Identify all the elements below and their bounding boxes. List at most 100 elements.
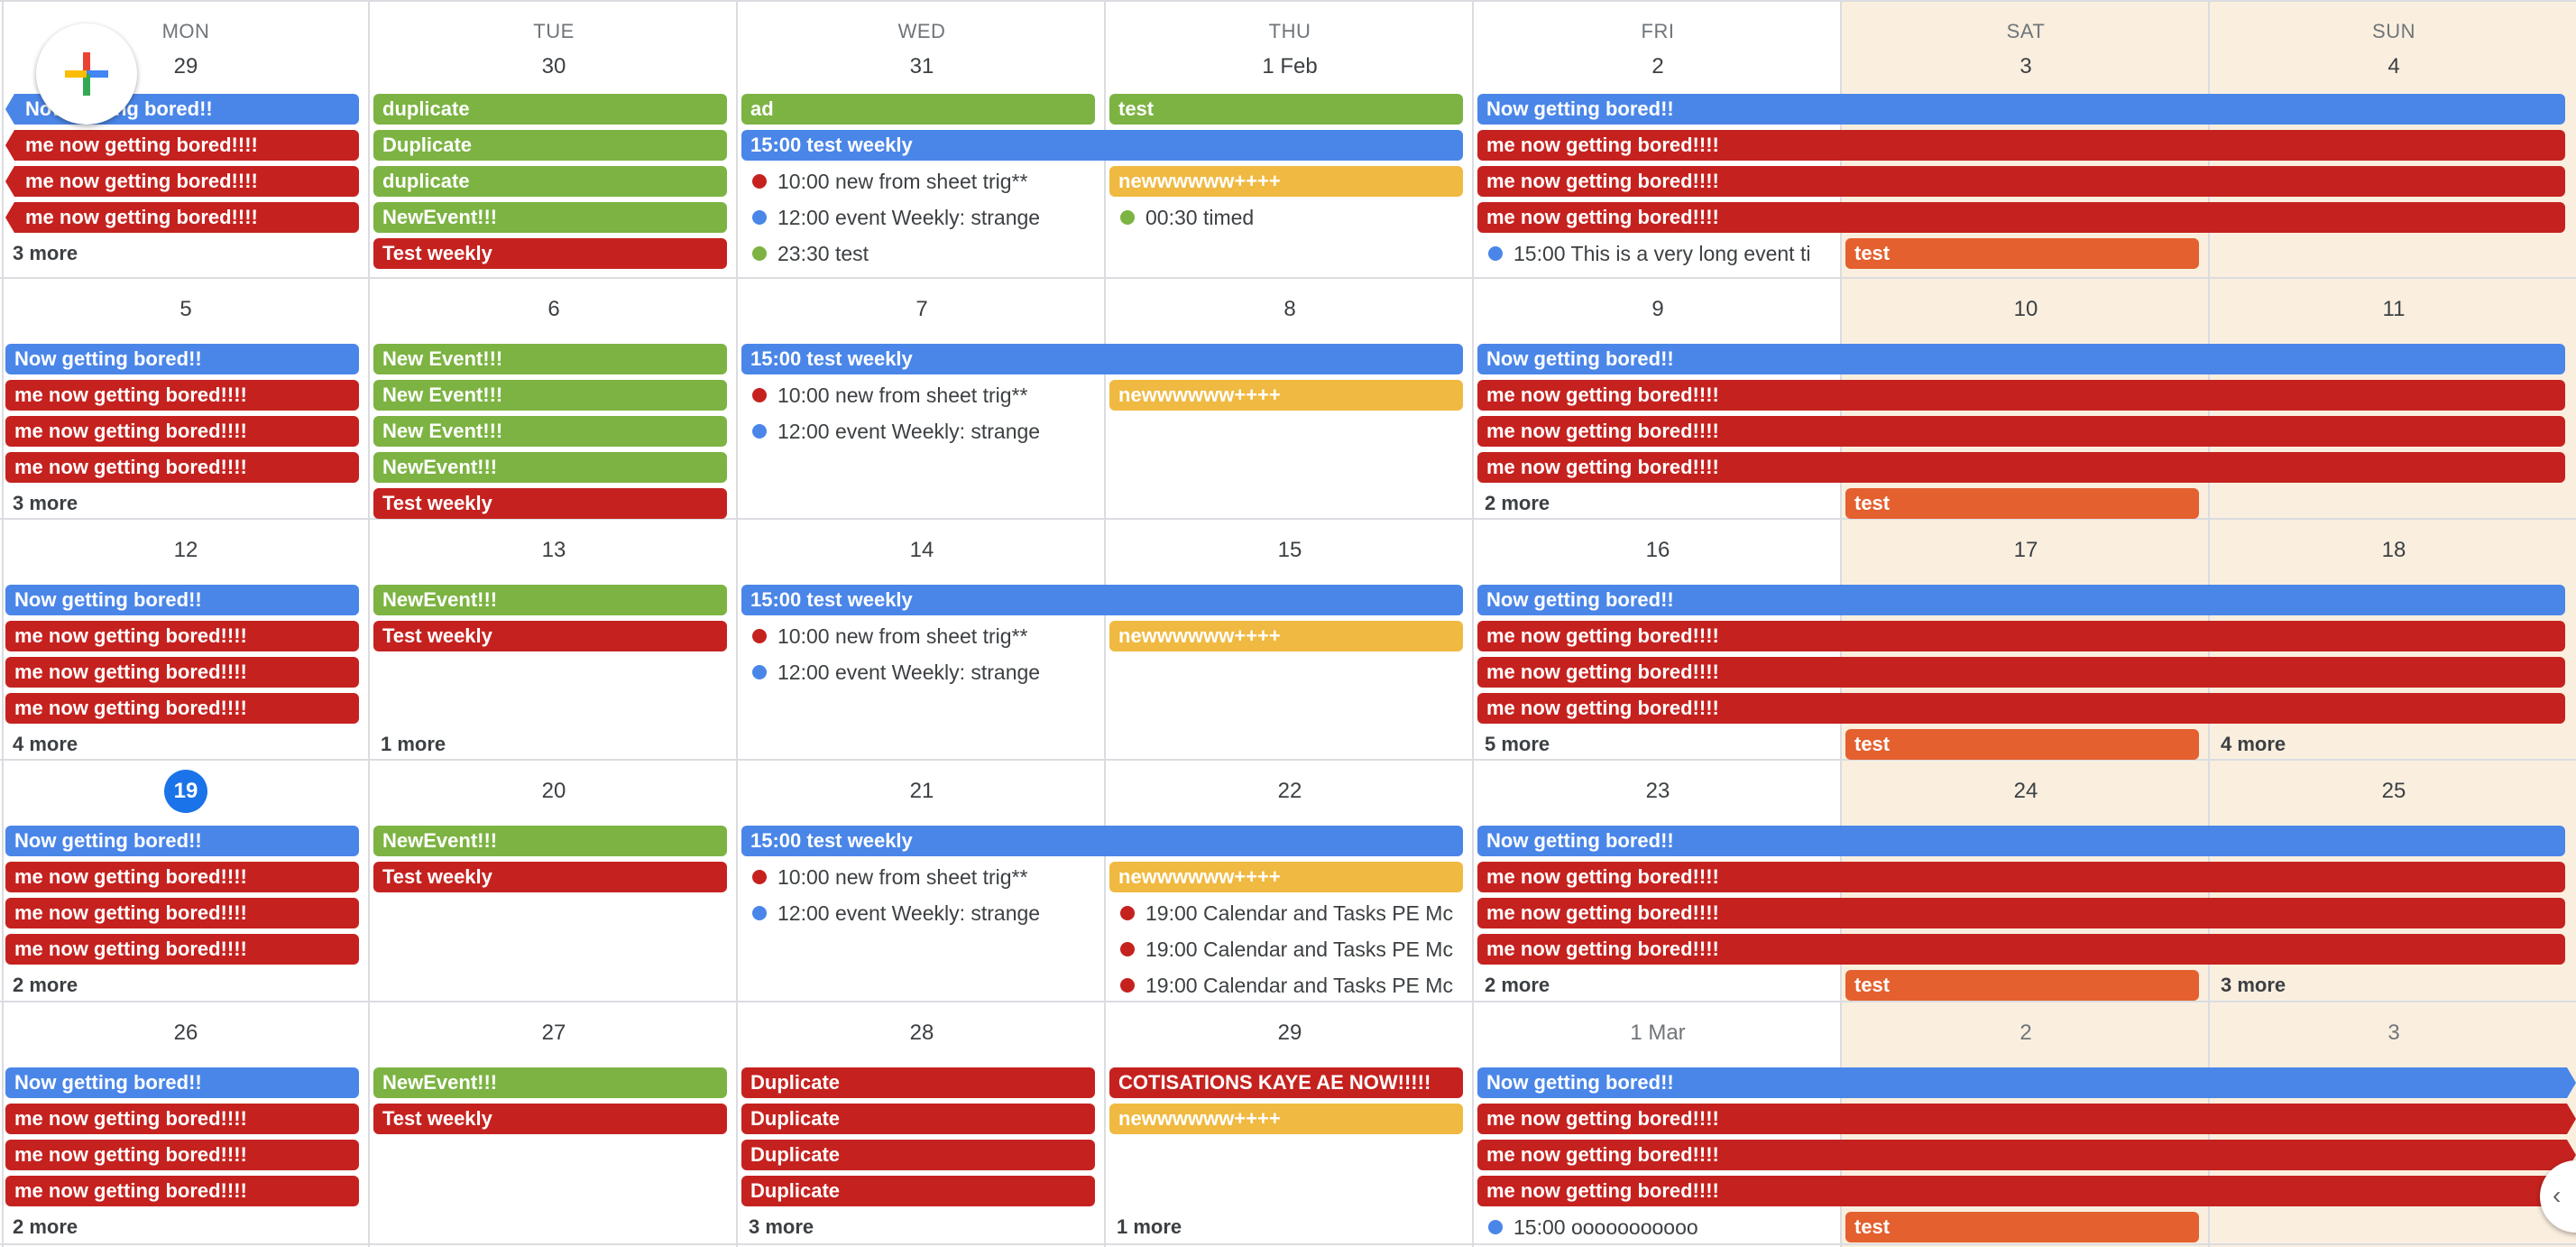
event-chip[interactable]: me now getting bored!!!! (5, 1176, 359, 1206)
event-chip[interactable]: me now getting bored!!!! (5, 621, 359, 651)
event-chip[interactable]: newwwwww++++ (1109, 862, 1463, 892)
event-chip[interactable]: me now getting bored!!!! (1477, 621, 2565, 651)
date-label[interactable]: 16 (1645, 538, 1670, 562)
event-chip[interactable]: Now getting bored!! (5, 344, 359, 374)
event-chip[interactable]: me now getting bored!!!! (1477, 130, 2565, 161)
event-chip[interactable]: me now getting bored!!!! (5, 693, 359, 724)
event-chip[interactable]: New Event!!! (373, 380, 727, 411)
date-label[interactable]: 18 (2381, 538, 2406, 562)
event-chip[interactable]: Test weekly (373, 621, 727, 651)
event-chip[interactable]: NewEvent!!! (373, 585, 727, 615)
event-chip[interactable]: Now getting bored!! (1477, 1067, 2576, 1098)
timed-event[interactable]: 10:00 new from sheet trig** (741, 621, 1095, 651)
event-chip[interactable]: Duplicate (741, 1176, 1095, 1206)
date-label[interactable]: 25 (2381, 779, 2406, 803)
date-label[interactable]: 21 (909, 779, 934, 803)
timed-event[interactable]: 19:00 Calendar and Tasks PE Mc (1109, 898, 1463, 928)
date-label[interactable]: 24 (2013, 779, 2038, 803)
date-label[interactable]: 9 (1651, 297, 1664, 321)
event-chip[interactable]: me now getting bored!!!! (5, 1104, 359, 1134)
event-chip[interactable]: me now getting bored!!!! (1477, 416, 2565, 447)
date-label[interactable]: 29 (173, 54, 198, 79)
event-chip[interactable]: me now getting bored!!!! (1477, 934, 2565, 965)
more-events-link[interactable]: 1 more (381, 733, 446, 755)
timed-event[interactable]: 12:00 event Weekly: strange (741, 202, 1095, 233)
timed-event[interactable]: 00:30 timed (1109, 202, 1463, 233)
event-chip[interactable]: me now getting bored!!!! (1477, 380, 2565, 411)
event-chip[interactable]: me now getting bored!!!! (1477, 898, 2565, 928)
event-chip[interactable]: 15:00 test weekly (741, 585, 1463, 615)
date-label[interactable]: 30 (541, 54, 566, 79)
event-chip[interactable]: me now getting bored!!!! (1477, 1176, 2576, 1206)
event-chip[interactable]: newwwwww++++ (1109, 166, 1463, 197)
timed-event[interactable]: 10:00 new from sheet trig** (741, 380, 1095, 411)
more-events-link[interactable]: 1 more (1117, 1215, 1182, 1238)
event-chip[interactable]: Test weekly (373, 1104, 727, 1134)
date-label[interactable]: 28 (909, 1021, 934, 1045)
event-chip[interactable]: Now getting bored!! (1477, 585, 2565, 615)
event-chip[interactable]: me now getting bored!!!! (1477, 1140, 2576, 1170)
date-label[interactable]: 31 (909, 54, 934, 79)
event-chip[interactable]: NewEvent!!! (373, 1067, 727, 1098)
event-chip[interactable]: test (1845, 729, 2199, 760)
event-chip[interactable]: me now getting bored!!!! (1477, 693, 2565, 724)
date-label[interactable]: 12 (173, 538, 198, 562)
more-events-link[interactable]: 2 more (13, 974, 78, 996)
date-label[interactable]: 27 (541, 1021, 566, 1045)
timed-event[interactable]: 10:00 new from sheet trig** (741, 166, 1095, 197)
event-chip[interactable]: me now getting bored!!!! (5, 1140, 359, 1170)
more-events-link[interactable]: 3 more (13, 242, 78, 264)
event-chip[interactable]: me now getting bored!!!! (5, 202, 359, 233)
event-chip[interactable]: Now getting bored!! (5, 585, 359, 615)
more-events-link[interactable]: 2 more (1485, 492, 1550, 514)
date-label[interactable]: 19 (173, 779, 198, 803)
event-chip[interactable]: Duplicate (741, 1067, 1095, 1098)
event-chip[interactable]: me now getting bored!!!! (1477, 657, 2565, 688)
more-events-link[interactable]: 4 more (13, 733, 78, 755)
event-chip[interactable]: me now getting bored!!!! (1477, 1104, 2576, 1134)
event-chip[interactable]: Now getting bored!! (1477, 344, 2565, 374)
event-chip[interactable]: me now getting bored!!!! (1477, 166, 2565, 197)
event-chip[interactable]: Duplicate (741, 1140, 1095, 1170)
timed-event[interactable]: 19:00 Calendar and Tasks PE Mc (1109, 934, 1463, 965)
event-chip[interactable]: Now getting bored!! (5, 1067, 359, 1098)
event-chip[interactable]: Test weekly (373, 488, 727, 519)
timed-event[interactable]: 12:00 event Weekly: strange (741, 657, 1095, 688)
event-chip[interactable]: duplicate (373, 94, 727, 125)
event-chip[interactable]: 15:00 test weekly (741, 130, 1463, 161)
event-chip[interactable]: Test weekly (373, 862, 727, 892)
date-label[interactable]: 29 (1277, 1021, 1302, 1045)
timed-event[interactable]: 23:30 test (741, 238, 1095, 269)
event-chip[interactable]: me now getting bored!!!! (1477, 862, 2565, 892)
event-chip[interactable]: me now getting bored!!!! (1477, 202, 2565, 233)
event-chip[interactable]: test (1845, 488, 2199, 519)
date-label[interactable]: 14 (909, 538, 934, 562)
date-label[interactable]: 7 (915, 297, 928, 321)
date-label[interactable]: 15 (1277, 538, 1302, 562)
event-chip[interactable]: NewEvent!!! (373, 202, 727, 233)
event-chip[interactable]: Duplicate (373, 130, 727, 161)
more-events-link[interactable]: 2 more (13, 1215, 78, 1238)
event-chip[interactable]: me now getting bored!!!! (5, 657, 359, 688)
event-chip[interactable]: Now getting bored!! (1477, 94, 2565, 125)
date-label[interactable]: 23 (1645, 779, 1670, 803)
date-label[interactable]: 22 (1277, 779, 1302, 803)
event-chip[interactable]: COTISATIONS KAYE AE NOW!!!!! (1109, 1067, 1463, 1098)
event-chip[interactable]: test (1845, 970, 2199, 1001)
event-chip[interactable]: duplicate (373, 166, 727, 197)
event-chip[interactable]: me now getting bored!!!! (1477, 452, 2565, 483)
date-label[interactable]: 6 (547, 297, 560, 321)
date-label[interactable]: 13 (541, 538, 566, 562)
event-chip[interactable]: newwwwww++++ (1109, 1104, 1463, 1134)
event-chip[interactable]: me now getting bored!!!! (5, 452, 359, 483)
event-chip[interactable]: test (1109, 94, 1463, 125)
event-chip[interactable]: test (1845, 238, 2199, 269)
event-chip[interactable]: test (1845, 1212, 2199, 1242)
event-chip[interactable]: NewEvent!!! (373, 452, 727, 483)
date-label[interactable]: 8 (1283, 297, 1296, 321)
event-chip[interactable]: me now getting bored!!!! (5, 416, 359, 447)
date-label[interactable]: 2 (1651, 54, 1664, 79)
date-label[interactable]: 5 (179, 297, 192, 321)
more-events-link[interactable]: 2 more (1485, 974, 1550, 996)
event-chip[interactable]: me now getting bored!!!! (5, 898, 359, 928)
